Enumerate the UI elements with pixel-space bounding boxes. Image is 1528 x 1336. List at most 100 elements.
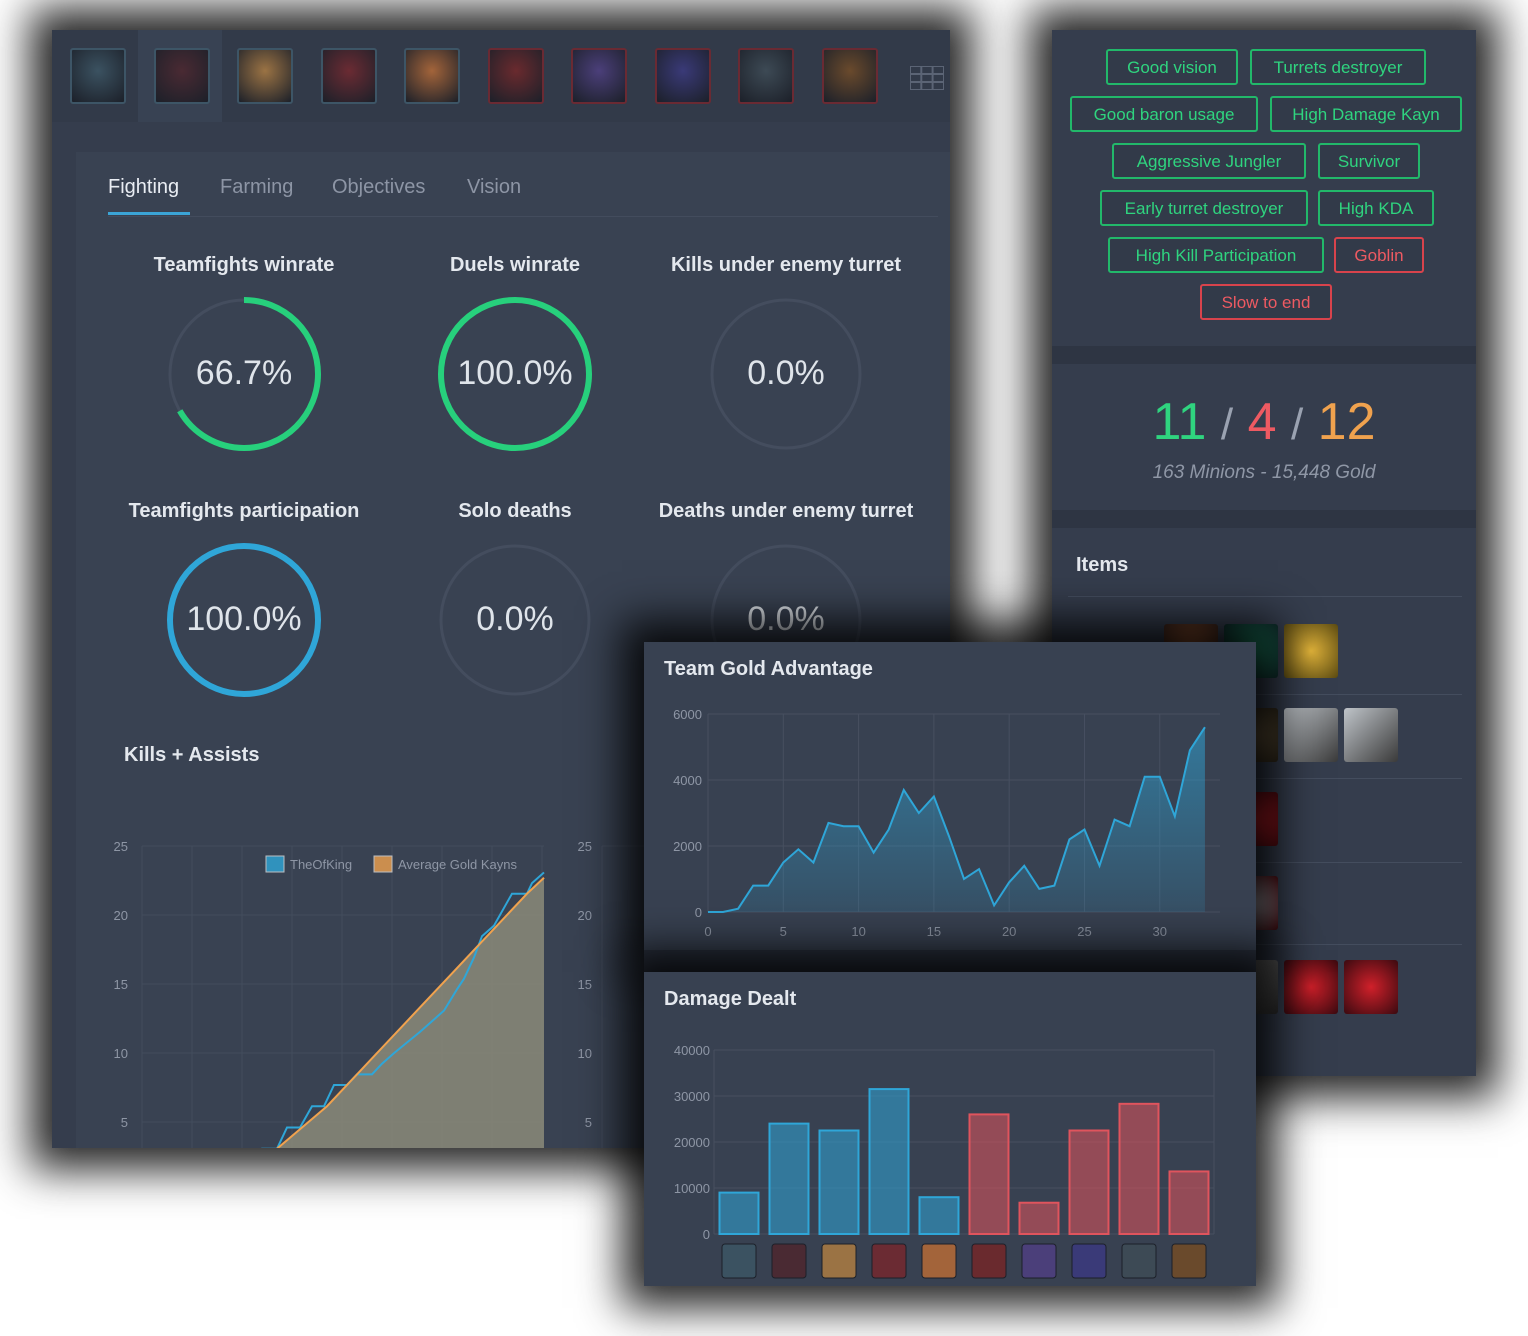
item-icon[interactable] (1344, 960, 1398, 1014)
damage-bar (1118, 1102, 1160, 1235)
champion-portrait-icon[interactable] (654, 48, 711, 104)
team-gold-chart: 0 2000 4000 6000 0 5 10 15 20 25 30 (673, 707, 1220, 939)
badge: Survivor (1318, 143, 1420, 179)
champion-portrait-icon (721, 1243, 757, 1279)
damage-bar (1068, 1129, 1110, 1235)
y-tick-label: 5 (121, 1115, 128, 1130)
champion-portrait-icon[interactable] (821, 48, 878, 104)
y-tick-label: 6000 (673, 707, 702, 722)
average-area (277, 877, 544, 1148)
champion-portrait-icon[interactable] (237, 48, 293, 104)
legend-label: TheOfKing (290, 857, 352, 872)
damage-bar (1168, 1170, 1210, 1236)
badge: High Damage Kayn (1270, 96, 1462, 132)
ring-gauge (439, 544, 591, 696)
badge: Good baron usage (1070, 96, 1258, 132)
y-tick-label: 10 (114, 1046, 128, 1061)
x-tick-label: 5 (780, 924, 787, 939)
champion-portrait-icon[interactable] (487, 48, 544, 104)
damage-dealt-chart: 0 10000 20000 30000 40000 (674, 1043, 1215, 1279)
item-icon[interactable] (1284, 960, 1338, 1014)
y-tick-label: 4000 (673, 773, 702, 788)
x-tick-label: 30 (1153, 924, 1167, 939)
x-tick-label: 0 (704, 924, 711, 939)
gold-area (708, 727, 1205, 912)
y-tick-label: 0 (703, 1227, 710, 1242)
ring-progress (438, 297, 592, 451)
damage-bar (818, 1129, 860, 1235)
kda-deaths: 4 (1247, 393, 1277, 451)
items-row-divider (1068, 944, 1462, 945)
champion-portrait-icon[interactable] (404, 48, 460, 104)
item-icon[interactable] (1284, 708, 1338, 762)
badge: Slow to end (1200, 284, 1332, 320)
champion-portrait-icon[interactable] (153, 48, 210, 104)
team-gold-title: Team Gold Advantage (664, 658, 873, 680)
badge: High KDA (1318, 190, 1434, 226)
kda-assists: 12 (1317, 393, 1376, 451)
player-series-line (261, 871, 545, 1148)
tab-objectives[interactable]: Objectives (332, 176, 426, 198)
kda-score: 11 / 4 / 12 (1052, 392, 1476, 452)
badge: Goblin (1334, 237, 1424, 273)
champion-portrait-icon (921, 1243, 957, 1279)
items-row-divider (1068, 862, 1462, 863)
grid-view-icon[interactable] (910, 66, 944, 90)
damage-bar (718, 1191, 760, 1236)
tab-fighting[interactable]: Fighting (108, 176, 180, 198)
ring-value: 0.0% (747, 354, 825, 392)
ring-gauge (167, 297, 321, 451)
x-tick-label: 25 (1077, 924, 1091, 939)
items-title: Items (1076, 554, 1129, 576)
minions-gold-summary: 163 Minions - 15,448 Gold (1152, 462, 1376, 483)
y-tick-label: 25 (114, 839, 128, 854)
items-row-divider (1068, 596, 1462, 597)
active-tab-indicator (108, 212, 190, 215)
y-tick-label: 20 (578, 908, 592, 923)
y-tick-label: 10 (578, 1046, 592, 1061)
gold-line (708, 726, 1206, 913)
y-tick-label: 20 (114, 908, 128, 923)
champion-portrait-icon[interactable] (738, 48, 794, 104)
ring-progress (167, 297, 321, 451)
champion-portrait-icon[interactable] (571, 48, 627, 104)
damage-bar (918, 1196, 960, 1235)
champion-portrait-icon (821, 1243, 857, 1279)
y-tick-label: 30000 (674, 1089, 710, 1104)
badge: High Kill Participation (1108, 237, 1324, 273)
champion-portrait-icon (1071, 1243, 1107, 1279)
champion-portrait-icon[interactable] (320, 48, 377, 104)
damage-dealt-title: Damage Dealt (664, 988, 797, 1010)
champion-portrait-icon (1021, 1243, 1057, 1279)
x-tick-label: 10 (851, 924, 865, 939)
damage-dealt-panel: 0 10000 20000 30000 40000 Damage Dealt (644, 972, 1256, 1286)
kills-assists-title: Kills + Assists (124, 744, 260, 766)
y-tick-label: 5 (585, 1115, 592, 1130)
x-tick-label: 20 (1002, 924, 1016, 939)
items-row-divider (1068, 778, 1462, 779)
items-row-divider (1068, 694, 1462, 695)
damage-bar (768, 1122, 810, 1236)
champion-portrait-icon[interactable] (70, 48, 126, 104)
ring-progress (167, 543, 321, 697)
panel-divider (644, 950, 1256, 972)
badge: Turrets destroyer (1250, 49, 1426, 85)
y-tick-label: 25 (578, 839, 592, 854)
y-tick-label: 15 (578, 977, 592, 992)
tab-vision[interactable]: Vision (467, 176, 522, 198)
item-icon[interactable] (1344, 708, 1398, 762)
tab-farming[interactable]: Farming (220, 176, 294, 198)
player-summary-panel: Good vision Turrets destroyer Good baron… (1052, 30, 1476, 1076)
y-tick-label: 20000 (674, 1135, 710, 1150)
ring-gauge (167, 543, 321, 697)
kda-kills: 11 (1152, 393, 1207, 451)
average-series-line (276, 877, 545, 1148)
badge: Early turret destroyer (1100, 190, 1308, 226)
stat-title-deaths-under-turret: Deaths under enemy turret (658, 500, 914, 522)
tab-divider (108, 216, 938, 217)
damage-bar (968, 1113, 1010, 1235)
legend-swatch (373, 855, 393, 873)
item-icon[interactable] (1284, 624, 1338, 678)
ring-value: 0.0% (476, 600, 554, 638)
champion-portrait-icon (771, 1243, 807, 1279)
